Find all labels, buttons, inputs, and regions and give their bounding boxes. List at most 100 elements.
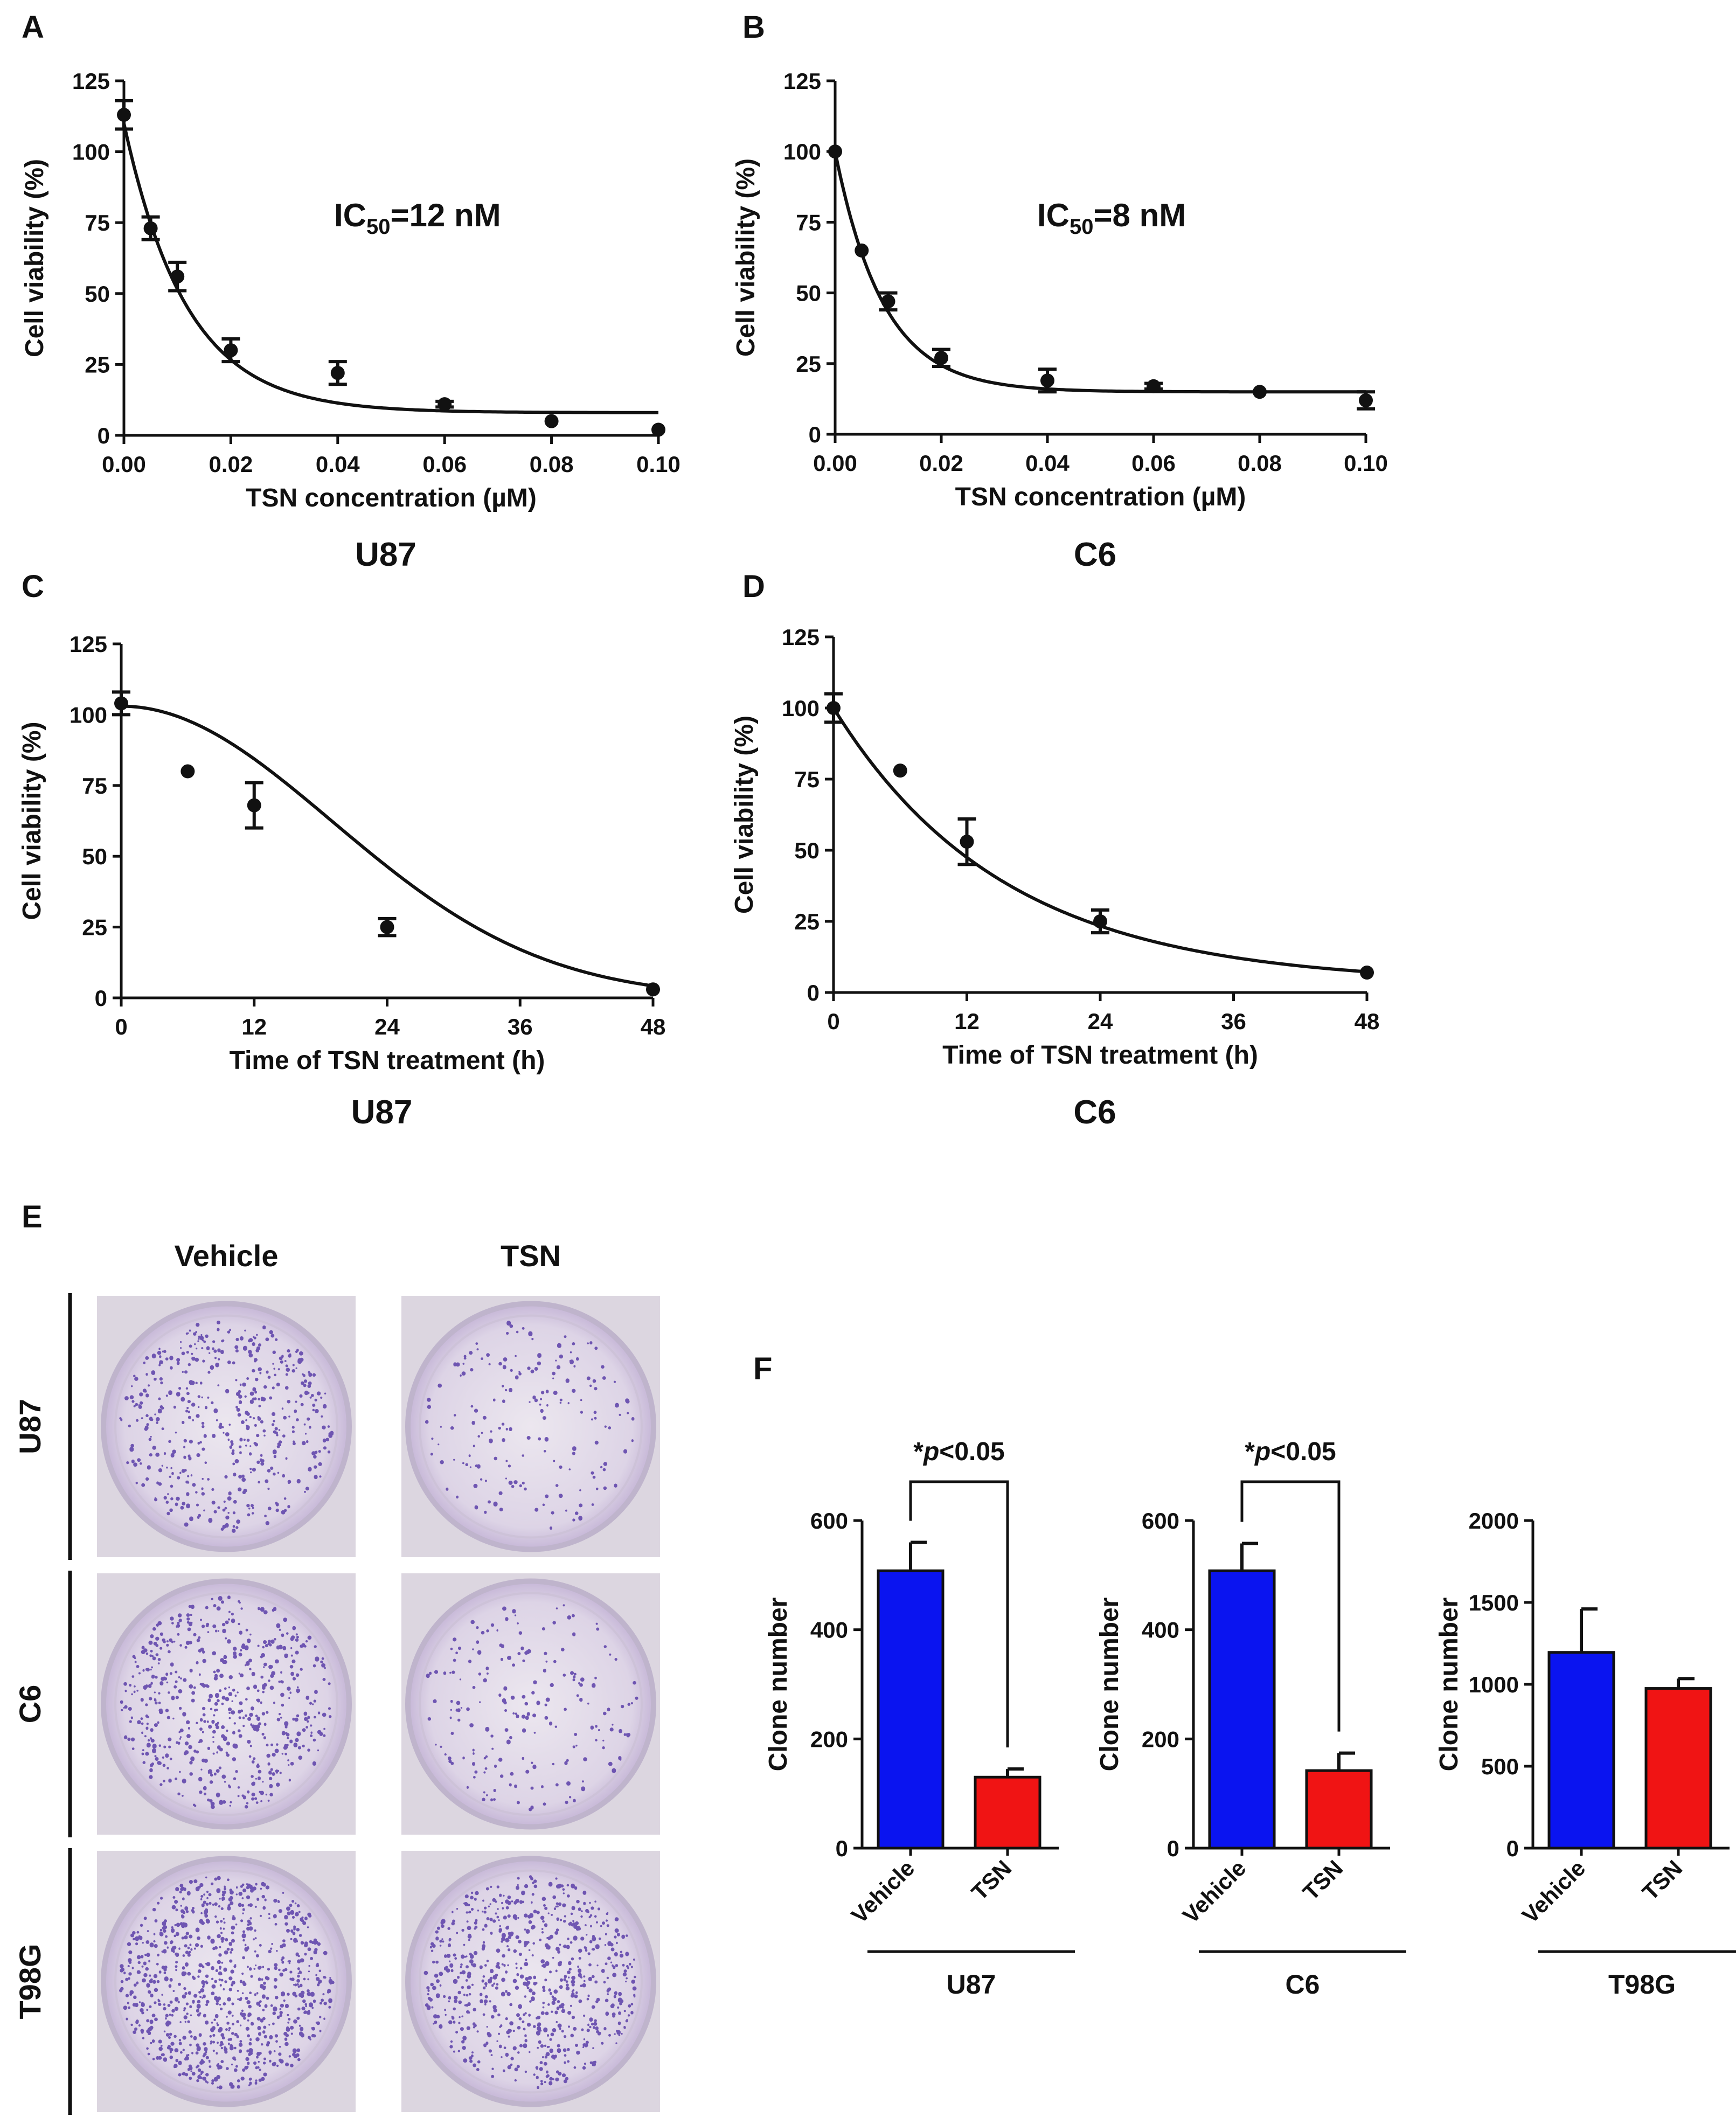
bar-tsn <box>1644 1687 1712 1850</box>
data-point <box>180 764 195 779</box>
x-tick-label: 12 <box>241 1014 267 1039</box>
significance-p: p <box>1254 1438 1270 1466</box>
y-tick-label: 25 <box>796 351 821 377</box>
y-tick-label: 0 <box>836 1836 848 1861</box>
y-tick-label: 125 <box>783 68 821 94</box>
dish-plate <box>405 1301 656 1552</box>
significance-threshold: <0.05 <box>939 1438 1004 1466</box>
panel-label-c: C <box>22 569 44 604</box>
bar-vehicle <box>877 1569 945 1850</box>
category-label: Vehicle <box>1517 1855 1591 1928</box>
ic50-value: =8 nM <box>1094 197 1186 233</box>
chart-c-time-u87: 0 25 50 75 100 125 0 12 24 36 48 Time of TSN treatm… <box>18 631 665 1131</box>
x-tick-label: 24 <box>374 1014 400 1039</box>
x-tick-label: 0.00 <box>102 452 146 477</box>
x-tick-label: 24 <box>1088 1009 1113 1034</box>
data-point <box>1093 914 1107 928</box>
dish-plate <box>405 1578 656 1830</box>
y-tick-label: 25 <box>85 352 110 377</box>
y-axis-label: Cell viability (%) <box>730 716 759 914</box>
colony-dish <box>401 1296 660 1557</box>
chart-title: C6 <box>1073 1094 1116 1131</box>
data-point <box>544 414 559 428</box>
panel-label-f: F <box>753 1351 772 1386</box>
data-point <box>330 366 345 380</box>
y-tick-label: 75 <box>794 767 820 792</box>
y-tick-label: 125 <box>72 68 110 94</box>
x-tick-label: 48 <box>1355 1009 1380 1034</box>
y-axis-label: Clone number <box>1435 1598 1463 1772</box>
data-point <box>170 269 185 284</box>
x-tick-label: 0 <box>115 1014 127 1039</box>
y-tick-label: 25 <box>794 909 820 934</box>
panel-label-e: E <box>22 1199 43 1234</box>
data-point <box>1147 379 1161 393</box>
ic50-prefix: IC <box>1037 197 1070 233</box>
chart-title: U87 <box>355 536 416 573</box>
x-tick-label: 0.02 <box>919 450 963 476</box>
dish-inner-rim <box>114 1869 338 2094</box>
y-tick-label: 75 <box>85 210 110 235</box>
chart-f-clone-c6: 0 200 400 600 Vehicle TSN Clone number C6 *p<0.0… <box>1095 1438 1406 2000</box>
significance-label: *p<0.05 <box>913 1438 1004 1466</box>
data-point <box>651 422 665 437</box>
x-tick-label: 0.04 <box>316 452 360 477</box>
fit-curve <box>834 151 1366 394</box>
data-point <box>1360 966 1374 980</box>
category-label: TSN <box>1637 1855 1688 1905</box>
error-bar <box>909 1540 927 1571</box>
y-axis-label: Clone number <box>1095 1598 1124 1772</box>
colony-dish <box>97 1296 356 1557</box>
colony-dots <box>423 1875 637 2090</box>
y-tick-label: 600 <box>810 1508 848 1533</box>
dish-inner-rim <box>114 1592 338 1816</box>
panel-label-b: B <box>742 10 765 45</box>
dish-row-label: T98G <box>13 1943 47 2019</box>
x-tick-label: 36 <box>508 1014 533 1039</box>
data-point <box>881 294 895 309</box>
data-point <box>1253 385 1267 399</box>
bar-vehicle <box>1208 1569 1276 1850</box>
colony-dish <box>97 1851 356 2112</box>
y-tick-label: 0 <box>98 423 110 448</box>
dish-column-label: Vehicle <box>174 1239 278 1273</box>
y-tick-label: 25 <box>82 915 107 940</box>
dish-row-label: C6 <box>13 1685 47 1724</box>
data-point <box>117 108 131 122</box>
chart-f-clone-u87: 0 200 400 600 Vehicle TSN Clone number U87 *p<0.… <box>764 1438 1075 2000</box>
dish-inner-rim <box>419 1869 643 2094</box>
y-tick-label: 50 <box>85 281 110 307</box>
dish-row-label: U87 <box>13 1399 47 1454</box>
dish-column-label: TSN <box>501 1239 561 1273</box>
fit-curve <box>121 704 654 988</box>
data-point <box>1040 373 1054 388</box>
chart-title: C6 <box>1074 536 1116 573</box>
y-tick-label: 400 <box>1142 1618 1179 1643</box>
data-point <box>224 343 238 358</box>
bar-vehicle <box>1547 1651 1615 1850</box>
x-tick-label: 0.06 <box>422 452 467 477</box>
x-axis-label: Time of TSN treatment (h) <box>230 1046 545 1075</box>
significance-star: * <box>913 1438 923 1466</box>
colony-dish <box>97 1573 356 1835</box>
data-point <box>143 221 158 235</box>
data-point <box>247 798 261 813</box>
y-tick-label: 0 <box>809 422 821 447</box>
panel-label-a: A <box>22 10 44 45</box>
category-label: TSN <box>967 1855 1017 1905</box>
ic50-annotation: IC50=12 nM <box>334 197 501 239</box>
error-bar <box>1240 1542 1258 1571</box>
colony-dots <box>119 1876 335 2090</box>
ic50-subscript: 50 <box>366 215 391 239</box>
data-point <box>380 920 394 934</box>
data-point <box>438 397 452 412</box>
y-tick-label: 1500 <box>1469 1590 1519 1615</box>
bar-tsn <box>1305 1769 1373 1850</box>
category-label: Vehicle <box>1178 1855 1251 1928</box>
panel-label-d: D <box>742 569 765 604</box>
error-bar <box>1337 1751 1355 1771</box>
chart-d-time-c6: 0 25 50 75 100 125 0 12 24 36 48 Time of TSN treatm… <box>730 624 1379 1131</box>
data-point <box>1359 393 1373 408</box>
chart-title: U87 <box>351 1094 413 1131</box>
error-bar <box>1677 1677 1695 1689</box>
